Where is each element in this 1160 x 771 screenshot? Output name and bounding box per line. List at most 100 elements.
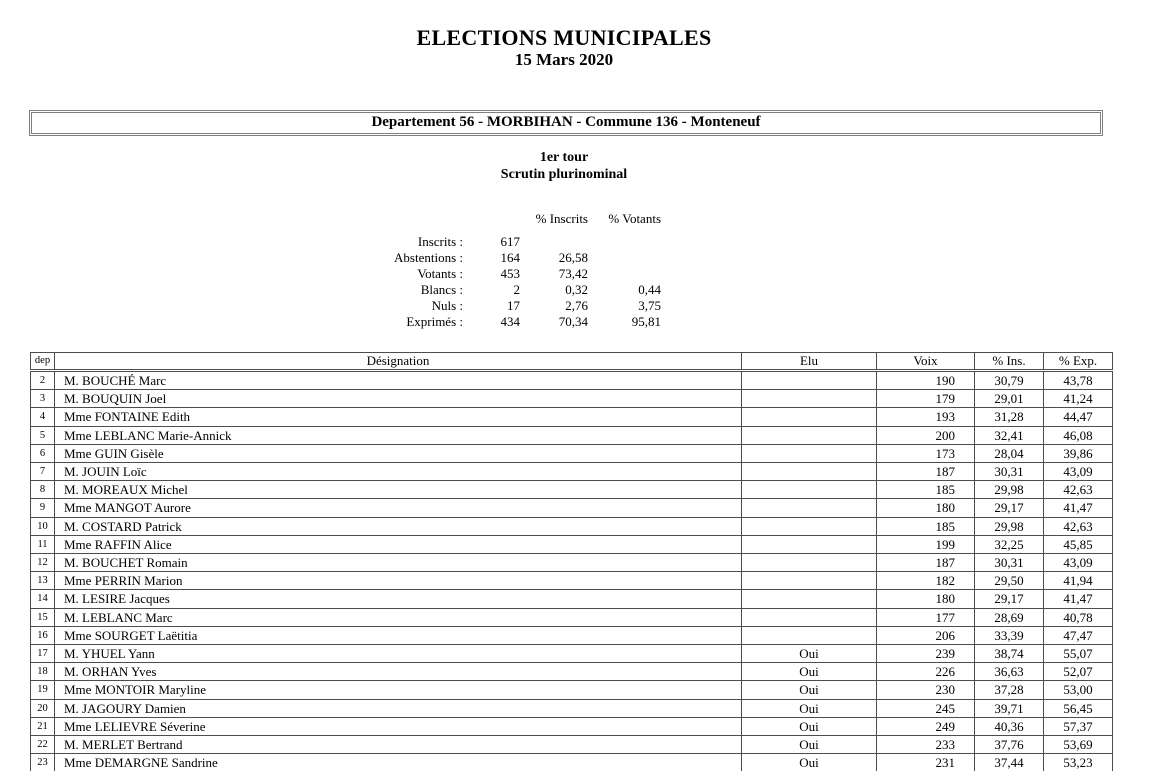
candidate-elu xyxy=(741,425,877,445)
table-row: 18 M. ORHAN Yves Oui 226 36,63 52,07 xyxy=(30,662,1113,682)
results-table-body: 2 M. BOUCHÉ Marc 190 30,79 43,78 3 M. BO… xyxy=(30,369,1113,771)
participation-pct-votants: 3,75 xyxy=(638,298,661,313)
candidate-designation: M. LESIRE Jacques xyxy=(54,589,742,609)
participation-label: Nuls : xyxy=(431,298,463,313)
candidate-elu: Oui xyxy=(741,753,877,771)
participation-label: Abstentions : xyxy=(394,250,463,265)
candidate-elu xyxy=(741,443,877,464)
candidate-elu xyxy=(741,480,877,500)
candidate-voix: 173 xyxy=(876,443,975,464)
candidate-dep-number: 2 xyxy=(30,369,55,391)
candidate-dep-number: 10 xyxy=(30,516,55,536)
candidate-pct-ins: 28,69 xyxy=(974,607,1044,627)
candidate-pct-ins: 33,39 xyxy=(974,625,1044,646)
candidate-pct-ins: 31,28 xyxy=(974,407,1044,427)
candidate-pct-exp: 43,78 xyxy=(1043,369,1113,391)
participation-pct-inscrits: 26,58 xyxy=(558,250,588,265)
document-title: ELECTIONS MUNICIPALES xyxy=(416,25,712,50)
candidate-voix: 187 xyxy=(876,462,975,482)
candidate-pct-ins: 37,44 xyxy=(974,753,1044,771)
candidate-dep-number: 12 xyxy=(30,553,55,573)
candidate-dep-number: 3 xyxy=(30,389,55,409)
participation-row: Exprimés : 434 70,34 95,81 xyxy=(340,314,661,330)
participation-label: Votants : xyxy=(417,266,463,281)
candidate-designation: Mme GUIN Gisèle xyxy=(54,443,742,464)
candidate-voix: 177 xyxy=(876,607,975,627)
candidate-pct-ins: 36,63 xyxy=(974,662,1044,682)
table-row: 22 M. MERLET Bertrand Oui 233 37,76 53,6… xyxy=(30,735,1113,755)
participation-value: 164 xyxy=(500,250,521,265)
candidate-pct-exp: 46,08 xyxy=(1043,425,1113,445)
participation-label: Exprimés : xyxy=(406,314,463,329)
candidate-pct-ins: 30,31 xyxy=(974,553,1044,573)
candidate-voix: 245 xyxy=(876,698,975,718)
candidate-pct-ins: 29,01 xyxy=(974,389,1044,409)
candidate-dep-number: 8 xyxy=(30,480,55,500)
candidate-dep-number: 13 xyxy=(30,571,55,591)
candidate-dep-number: 9 xyxy=(30,498,55,518)
candidate-designation: Mme DEMARGNE Sandrine xyxy=(54,753,742,771)
participation-stats-body: Inscrits : 617 Abstentions : 164 26,58 V… xyxy=(340,234,661,330)
table-row: 8 M. MOREAUX Michel 185 29,98 42,63 xyxy=(30,480,1113,500)
results-table: dep Désignation Elu Voix % Ins. % Exp. 2… xyxy=(30,352,1113,771)
candidate-pct-exp: 41,47 xyxy=(1043,498,1113,518)
table-row: 3 M. BOUQUIN Joel 179 29,01 41,24 xyxy=(30,389,1113,409)
participation-label: Blancs : xyxy=(420,282,463,297)
candidate-pct-ins: 37,28 xyxy=(974,680,1044,700)
candidate-pct-exp: 44,47 xyxy=(1043,407,1113,427)
participation-value: 17 xyxy=(507,298,520,313)
participation-header-spacer xyxy=(463,211,520,234)
candidate-dep-number: 16 xyxy=(30,625,55,646)
results-header-designation: Désignation xyxy=(54,352,742,372)
candidate-voix: 249 xyxy=(876,716,975,737)
participation-label: Inscrits : xyxy=(417,234,463,249)
candidate-pct-exp: 53,00 xyxy=(1043,680,1113,700)
table-row: 7 M. JOUIN Loïc 187 30,31 43,09 xyxy=(30,462,1113,482)
participation-value: 2 xyxy=(513,282,521,297)
candidate-pct-ins: 32,41 xyxy=(974,425,1044,445)
participation-pct-inscrits: 0,32 xyxy=(565,282,588,297)
candidate-designation: Mme RAFFIN Alice xyxy=(54,534,742,555)
candidate-elu: Oui xyxy=(741,680,877,700)
candidate-elu: Oui xyxy=(741,716,877,737)
candidate-pct-ins: 29,50 xyxy=(974,571,1044,591)
candidate-dep-number: 4 xyxy=(30,407,55,427)
candidate-voix: 199 xyxy=(876,534,975,555)
candidate-voix: 231 xyxy=(876,753,975,771)
candidate-voix: 190 xyxy=(876,369,975,391)
candidate-pct-exp: 40,78 xyxy=(1043,607,1113,627)
round-tour-label: 1er tour xyxy=(539,150,589,165)
participation-pct-votants xyxy=(588,234,661,250)
participation-value: 434 xyxy=(500,314,521,329)
table-row: 9 Mme MANGOT Aurore 180 29,17 41,47 xyxy=(30,498,1113,518)
table-row: 15 M. LEBLANC Marc 177 28,69 40,78 xyxy=(30,607,1113,627)
candidate-pct-exp: 53,23 xyxy=(1043,753,1113,771)
candidate-designation: M. MOREAUX Michel xyxy=(54,480,742,500)
participation-row: Votants : 453 73,42 xyxy=(340,266,661,282)
candidate-pct-exp: 53,69 xyxy=(1043,735,1113,755)
participation-stats-table: % Inscrits % Votants Inscrits : 617 Abst… xyxy=(340,211,661,330)
results-header-elu: Elu xyxy=(741,352,877,372)
participation-pct-inscrits: 2,76 xyxy=(565,298,588,313)
candidate-voix: 180 xyxy=(876,498,975,518)
participation-pct-votants xyxy=(588,250,661,266)
candidate-pct-exp: 41,47 xyxy=(1043,589,1113,609)
candidate-elu xyxy=(741,407,877,427)
participation-row: Abstentions : 164 26,58 xyxy=(340,250,661,266)
candidate-pct-exp: 42,63 xyxy=(1043,480,1113,500)
candidate-dep-number: 15 xyxy=(30,607,55,627)
candidate-elu xyxy=(741,589,877,609)
candidate-pct-ins: 28,04 xyxy=(974,443,1044,464)
candidate-elu xyxy=(741,534,877,555)
table-row: 13 Mme PERRIN Marion 182 29,50 41,94 xyxy=(30,571,1113,591)
results-header-voix: Voix xyxy=(876,352,975,372)
candidate-designation: Mme MANGOT Aurore xyxy=(54,498,742,518)
participation-pct-inscrits: 73,42 xyxy=(558,266,588,281)
table-row: 14 M. LESIRE Jacques 180 29,17 41,47 xyxy=(30,589,1113,609)
table-row: 6 Mme GUIN Gisèle 173 28,04 39,86 xyxy=(30,443,1113,464)
participation-pct-inscrits xyxy=(520,234,588,250)
candidate-voix: 200 xyxy=(876,425,975,445)
candidate-dep-number: 14 xyxy=(30,589,55,609)
participation-value: 617 xyxy=(500,234,521,249)
